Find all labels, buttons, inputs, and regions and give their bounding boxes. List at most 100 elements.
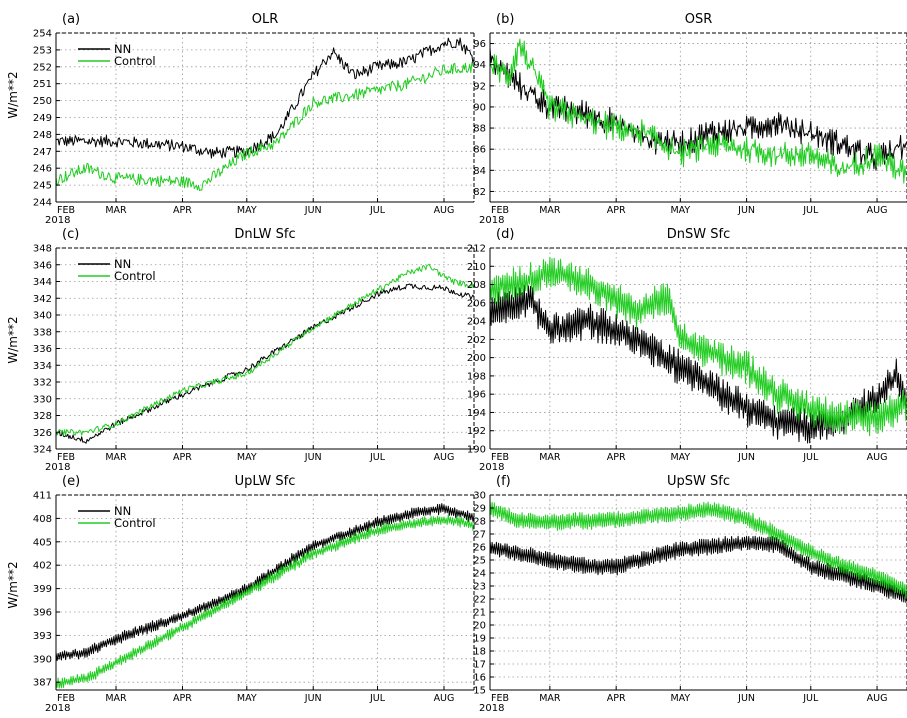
x-tick-label: MAR [539, 693, 561, 704]
x-year-label: 2018 [45, 215, 70, 226]
panel-title: DnLW Sfc [234, 227, 295, 242]
y-tick-label: 342 [33, 294, 52, 305]
series-line-control [55, 263, 475, 436]
y-tick-label: 17 [473, 660, 486, 671]
y-tick-label: 212 [467, 244, 486, 255]
y-tick-label: 396 [33, 608, 52, 619]
y-axis-label: W/m**2 [6, 316, 20, 363]
y-tick-label: 16 [473, 673, 486, 684]
y-tick-label: 24 [473, 569, 486, 580]
x-year-label: 2018 [479, 703, 504, 714]
y-tick-label: 250 [33, 96, 52, 107]
panel-title: UpLW Sfc [235, 474, 296, 489]
x-tick-label: APR [607, 693, 626, 704]
y-tick-label: 206 [467, 298, 486, 309]
x-tick-label: MAY [237, 205, 257, 216]
x-tick-label: JUN [304, 452, 322, 463]
series-line-nn [489, 535, 907, 603]
x-year-label: 2018 [479, 215, 504, 226]
legend-label-nn: NN [114, 257, 131, 271]
y-axis-label: W/m**2 [6, 561, 20, 608]
x-tick-label: AUG [867, 205, 888, 216]
series-line-nn [55, 37, 475, 159]
x-tick-label: AUG [434, 693, 455, 704]
x-tick-label: MAY [670, 205, 690, 216]
y-tick-label: 22 [473, 595, 486, 606]
y-tick-label: 405 [33, 537, 52, 548]
x-tick-label: JUL [369, 452, 386, 463]
x-tick-label: APR [607, 205, 626, 216]
x-tick-label: AUG [434, 452, 455, 463]
y-tick-label: 196 [467, 390, 486, 401]
y-tick-label: 190 [467, 445, 486, 456]
x-year-label: 2018 [45, 462, 70, 473]
x-tick-label: JUN [304, 693, 322, 704]
series-line-control [489, 38, 907, 184]
y-tick-label: 18 [473, 647, 486, 658]
panel-label: (f) [496, 474, 511, 489]
y-tick-label: 96 [473, 39, 486, 50]
x-tick-label: APR [173, 452, 192, 463]
y-tick-label: 19 [473, 634, 486, 645]
y-tick-label: 208 [467, 280, 486, 291]
series-line-control [489, 256, 907, 437]
y-tick-label: 344 [33, 277, 52, 288]
panel-label: (e) [62, 474, 80, 489]
y-tick-label: 252 [33, 62, 52, 73]
panel-label: (a) [62, 12, 80, 27]
x-tick-label: FEB [57, 452, 75, 463]
y-tick-label: 246 [33, 164, 52, 175]
y-tick-label: 194 [467, 408, 486, 419]
legend-label-control: Control [114, 54, 156, 68]
y-tick-label: 15 [473, 686, 486, 697]
x-tick-label: FEB [491, 452, 509, 463]
y-tick-label: 192 [467, 426, 486, 437]
y-tick-label: 82 [473, 187, 486, 198]
panel-osr: 82 84 86 88 90 92 94 96 FEB MAR APR MAY JUN JUL AUG 201… [473, 12, 907, 226]
y-tick-label: 330 [33, 394, 52, 405]
x-tick-label: JUL [802, 452, 819, 463]
y-tick-label: 399 [33, 584, 52, 595]
y-tick-label: 30 [473, 491, 486, 502]
x-tick-label: JUN [737, 452, 755, 463]
y-tick-label: 332 [33, 378, 52, 389]
legend-label-control: Control [114, 516, 156, 530]
panel-title: DnSW Sfc [667, 227, 730, 242]
panel-dnsw: 190 192 194 196 198 200 202 204 206 208 210 212 FEB M… [467, 227, 907, 473]
series-line-control [55, 61, 475, 192]
x-tick-label: MAY [670, 452, 690, 463]
y-tick-label: 202 [467, 335, 486, 346]
x-tick-label: MAR [539, 205, 561, 216]
x-tick-label: AUG [867, 693, 888, 704]
panel-uplw: 387 390 393 396 399 402 405 408 411 FEB MAR APR MAY J… [6, 474, 475, 714]
y-tick-label: 247 [33, 147, 52, 158]
y-tick-label: 326 [33, 428, 52, 439]
legend-label-nn: NN [114, 504, 131, 518]
y-tick-label: 198 [467, 371, 486, 382]
x-tick-label: JUN [737, 205, 755, 216]
y-tick-label: 200 [467, 353, 486, 364]
y-tick-label: 248 [33, 130, 52, 141]
series-line-nn [489, 47, 907, 171]
y-tick-label: 88 [473, 124, 486, 135]
y-tick-label: 90 [473, 102, 486, 113]
series-line-nn [55, 283, 475, 444]
x-tick-label: JUL [369, 205, 386, 216]
x-tick-label: APR [173, 205, 192, 216]
y-tick-label: 254 [33, 29, 52, 40]
y-tick-label: 204 [467, 317, 486, 328]
panel-title: OSR [685, 12, 713, 27]
panel-label: (b) [496, 12, 514, 27]
y-tick-label: 29 [473, 504, 486, 515]
legend-label-control: Control [114, 269, 156, 283]
y-tick-label: 334 [33, 361, 52, 372]
y-tick-label: 25 [473, 556, 486, 567]
y-tick-label: 27 [473, 530, 486, 541]
panel-olr: 244 245 246 247 248 249 250 251 252 253 254 FEB MAR A… [6, 12, 475, 226]
x-tick-label: MAR [105, 452, 127, 463]
series-line-control [55, 514, 475, 689]
y-tick-label: 402 [33, 561, 52, 572]
panel-label: (d) [496, 227, 514, 242]
y-tick-label: 21 [473, 608, 486, 619]
